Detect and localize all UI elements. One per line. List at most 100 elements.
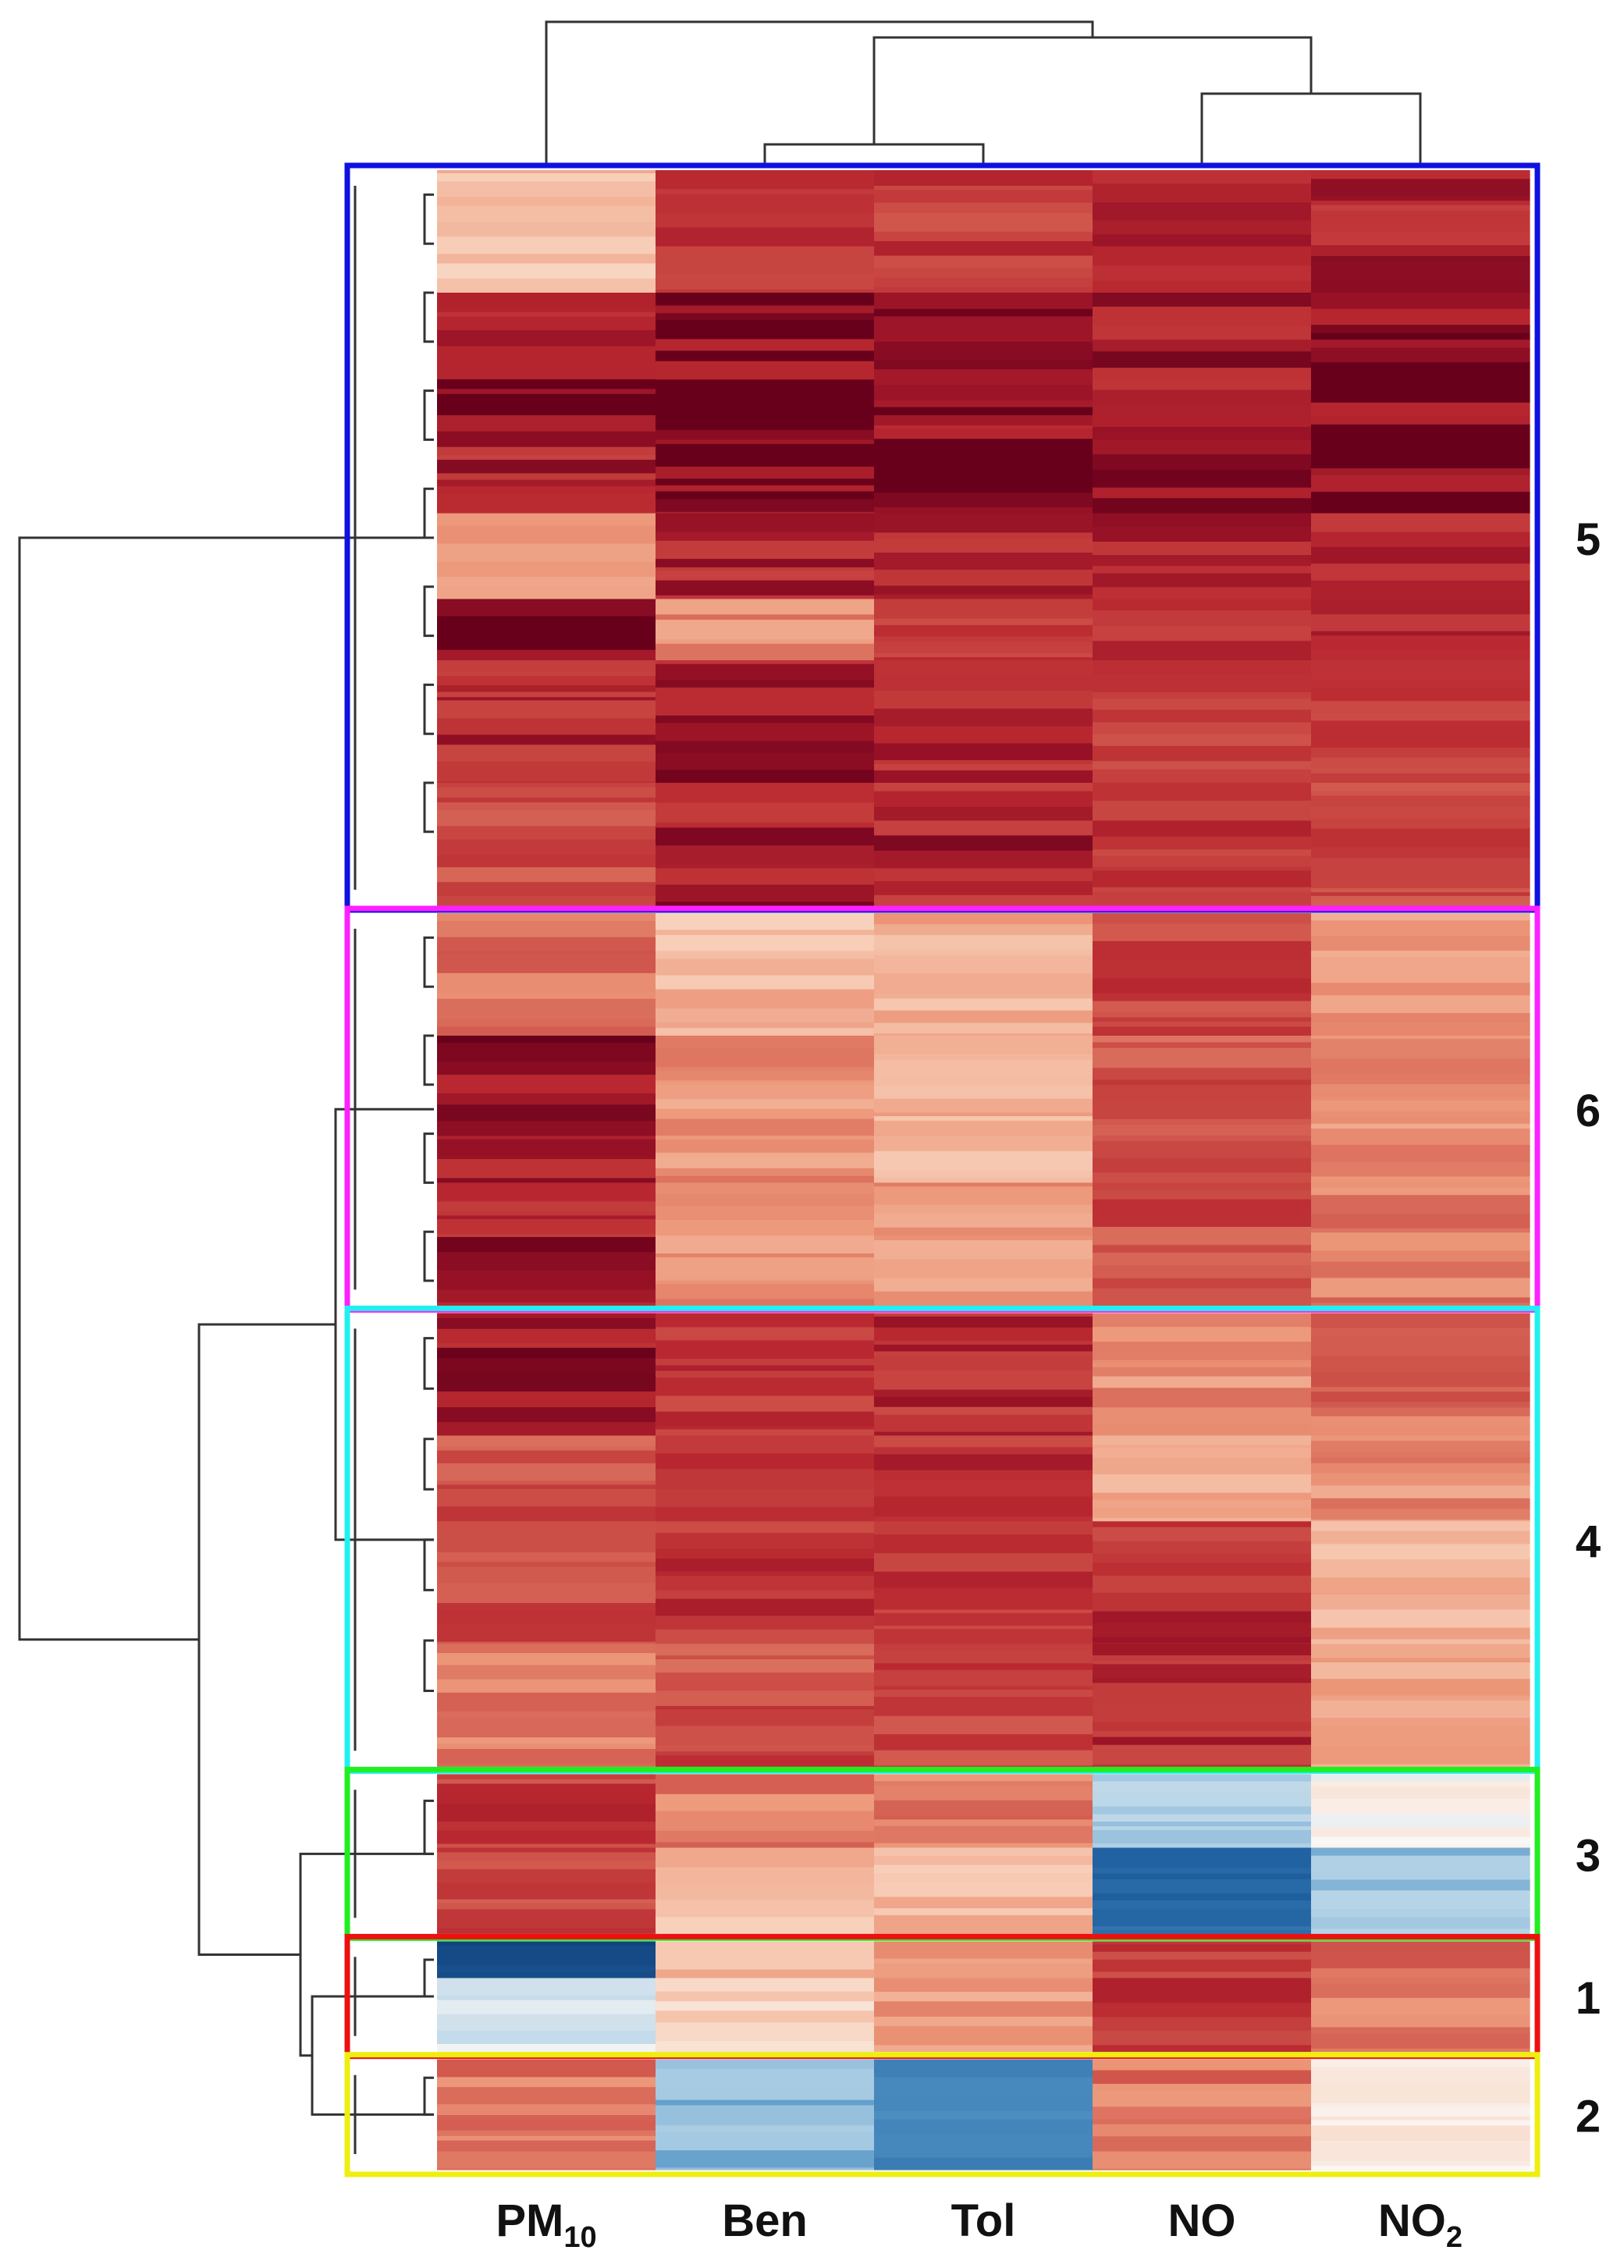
heatmap-cell-c2-pm10 <box>437 2140 656 2152</box>
heatmap-cell-c6-no <box>1093 1199 1312 1210</box>
heatmap-cell-c4-tol <box>874 1686 1093 1690</box>
heatmap-cell-c5-no <box>1093 870 1312 888</box>
dendro-link-pair-pair <box>872 36 1313 144</box>
heatmap-cells <box>437 170 1530 2170</box>
heatmap-cell-c5-tol <box>874 369 1093 386</box>
heatmap-cell-c6-tol <box>874 1170 1093 1178</box>
heatmap-cell-c6-no <box>1093 1265 1312 1279</box>
heatmap-cell-c6-ben <box>656 1175 875 1183</box>
heatmap-cell-c4-ben <box>656 1616 875 1630</box>
heatmap-cell-c1-pm10 <box>437 1995 656 2001</box>
heatmap-cell-c1-ben <box>656 2022 875 2042</box>
heatmap-cell-c6-pm10 <box>437 1018 656 1028</box>
heatmap-cell-c5-tol <box>874 569 1093 587</box>
heatmap-cell-c6-no2 <box>1311 1036 1530 1040</box>
heatmap-cell-c5-ben <box>656 861 875 869</box>
heatmap-cell-c4-ben <box>656 1744 875 1752</box>
heatmap-cell-c6-tol <box>874 1095 1093 1100</box>
heatmap-cell-c5-tol <box>874 894 1093 906</box>
dendro-leaf-6-6 <box>423 1230 434 1282</box>
heatmap-cell-c5-pm10 <box>437 346 656 362</box>
heatmap-cell-c5-tol <box>874 341 1093 361</box>
heatmap-cell-c1-pm10 <box>437 2000 656 2015</box>
heatmap-cell-c4-pm10 <box>437 1407 656 1423</box>
heatmap-cell-c6-pm10 <box>437 972 656 994</box>
heatmap-cell-c1-no <box>1093 1944 1312 1953</box>
heatmap-cell-c5-no2 <box>1311 339 1530 349</box>
column-dendrogram <box>545 20 1422 165</box>
heatmap-cell-c4-tol <box>874 1454 1093 1471</box>
heatmap-cell-c2-tol <box>874 2153 1093 2159</box>
heatmap-cell-c3-pm10 <box>437 1822 656 1832</box>
heatmap-cell-c5-ben <box>656 823 875 829</box>
heatmap-cell-c6-no2 <box>1311 1100 1530 1112</box>
heatmap-cell-c4-ben <box>656 1690 875 1707</box>
heatmap-cell-c4-pm10 <box>437 1358 656 1374</box>
dendro-leaf-6-0 <box>423 936 434 988</box>
heatmap-cell-c5-pm10 <box>437 460 656 475</box>
heatmap-cell-c5-pm10 <box>437 839 656 856</box>
heatmap-cell-c6-no <box>1093 1157 1312 1174</box>
heatmap-cell-c6-pm10 <box>437 1289 656 1303</box>
heatmap-cell-c5-no <box>1093 265 1312 282</box>
heatmap-cell-c6-tol <box>874 993 1093 1000</box>
heatmap-cell-c5-ben <box>656 901 875 906</box>
heatmap-cell-c4-no2 <box>1311 1679 1530 1697</box>
heatmap-cell-c4-no <box>1093 1562 1312 1577</box>
heatmap-cell-c5-no <box>1093 587 1312 600</box>
dendro-link-no-no2 <box>1200 92 1422 165</box>
heatmap-cell-c5-no2 <box>1311 660 1530 681</box>
heatmap-cell-c4-tol <box>874 1629 1093 1644</box>
heatmap-cell-c4-no <box>1093 1424 1312 1436</box>
heatmap-cell-c5-tol <box>874 439 1093 447</box>
heatmap-cell-c5-tol <box>874 599 1093 620</box>
heatmap-cell-c2-pm10 <box>437 2151 656 2170</box>
heatmap-cell-c6-no <box>1093 1085 1312 1100</box>
heatmap-cell-c4-tol <box>874 1553 1093 1573</box>
heatmap-cell-c6-tol <box>874 1121 1093 1137</box>
heatmap-cell-c1-tol <box>874 1958 1093 1964</box>
heatmap-cell-c6-pm10 <box>437 1252 656 1271</box>
heatmap-cell-c3-no2 <box>1311 1820 1530 1828</box>
heatmap-cell-c5-pm10 <box>437 236 656 254</box>
heatmap-cell-c6-no <box>1093 1288 1312 1306</box>
heatmap-cell-c5-ben <box>656 752 875 771</box>
heatmap-cell-c4-tol <box>874 1435 1093 1448</box>
heatmap-cell-c5-no2 <box>1311 767 1530 774</box>
heatmap-cell-c6-tol <box>874 1036 1093 1055</box>
heatmap-cell-c4-no2 <box>1311 1658 1530 1663</box>
heatmap-cell-c6-ben <box>656 1067 875 1072</box>
heatmap-cell-c6-no <box>1093 913 1312 925</box>
heatmap-cell-c3-pm10 <box>437 1882 656 1900</box>
heatmap-cell-c4-pm10 <box>437 1506 656 1522</box>
heatmap-cell-c1-ben <box>656 2010 875 2023</box>
heatmap-cell-c4-pm10 <box>437 1328 656 1344</box>
heatmap-cell-c6-no <box>1093 1021 1312 1028</box>
heatmap-cell-c5-no <box>1093 610 1312 627</box>
heatmap-cell-c2-pm10 <box>437 2059 656 2078</box>
heatmap-cell-c5-no <box>1093 599 1312 611</box>
heatmap-cell-c6-ben <box>656 1022 875 1029</box>
heatmap-cell-c6-no <box>1093 1017 1312 1022</box>
heatmap-cell-c5-tol <box>874 642 1093 654</box>
heatmap-cell-c5-no2 <box>1311 449 1530 469</box>
heatmap-cell-c5-ben <box>656 227 875 247</box>
heatmap-cell-c6-pm10 <box>437 1061 656 1075</box>
heatmap-cell-c4-ben <box>656 1533 875 1550</box>
heatmap-cell-c4-pm10 <box>437 1343 656 1349</box>
heatmap-cell-c3-no <box>1093 1929 1312 1934</box>
heatmap-cell-c1-no2 <box>1311 2033 1530 2049</box>
heatmap-cell-c4-ben <box>656 1682 875 1691</box>
heatmap-cell-c5-no2 <box>1311 383 1530 403</box>
heatmap-cell-c5-ben <box>656 499 875 513</box>
heatmap-cell-c4-tol <box>874 1587 1093 1593</box>
heatmap-cell-c5-tol <box>874 428 1093 439</box>
heatmap-cell-c5-pm10 <box>437 576 656 588</box>
heatmap-cell-c6-pm10 <box>437 913 656 922</box>
heatmap-cell-c6-tol <box>874 1033 1093 1036</box>
heatmap-cell-c4-no2 <box>1311 1577 1530 1595</box>
heatmap-cell-c6-no2 <box>1311 1144 1530 1163</box>
heatmap-cell-c5-no2 <box>1311 204 1530 212</box>
heatmap-cell-c4-no <box>1093 1541 1312 1555</box>
heatmap-cell-c6-tol <box>874 1059 1093 1075</box>
